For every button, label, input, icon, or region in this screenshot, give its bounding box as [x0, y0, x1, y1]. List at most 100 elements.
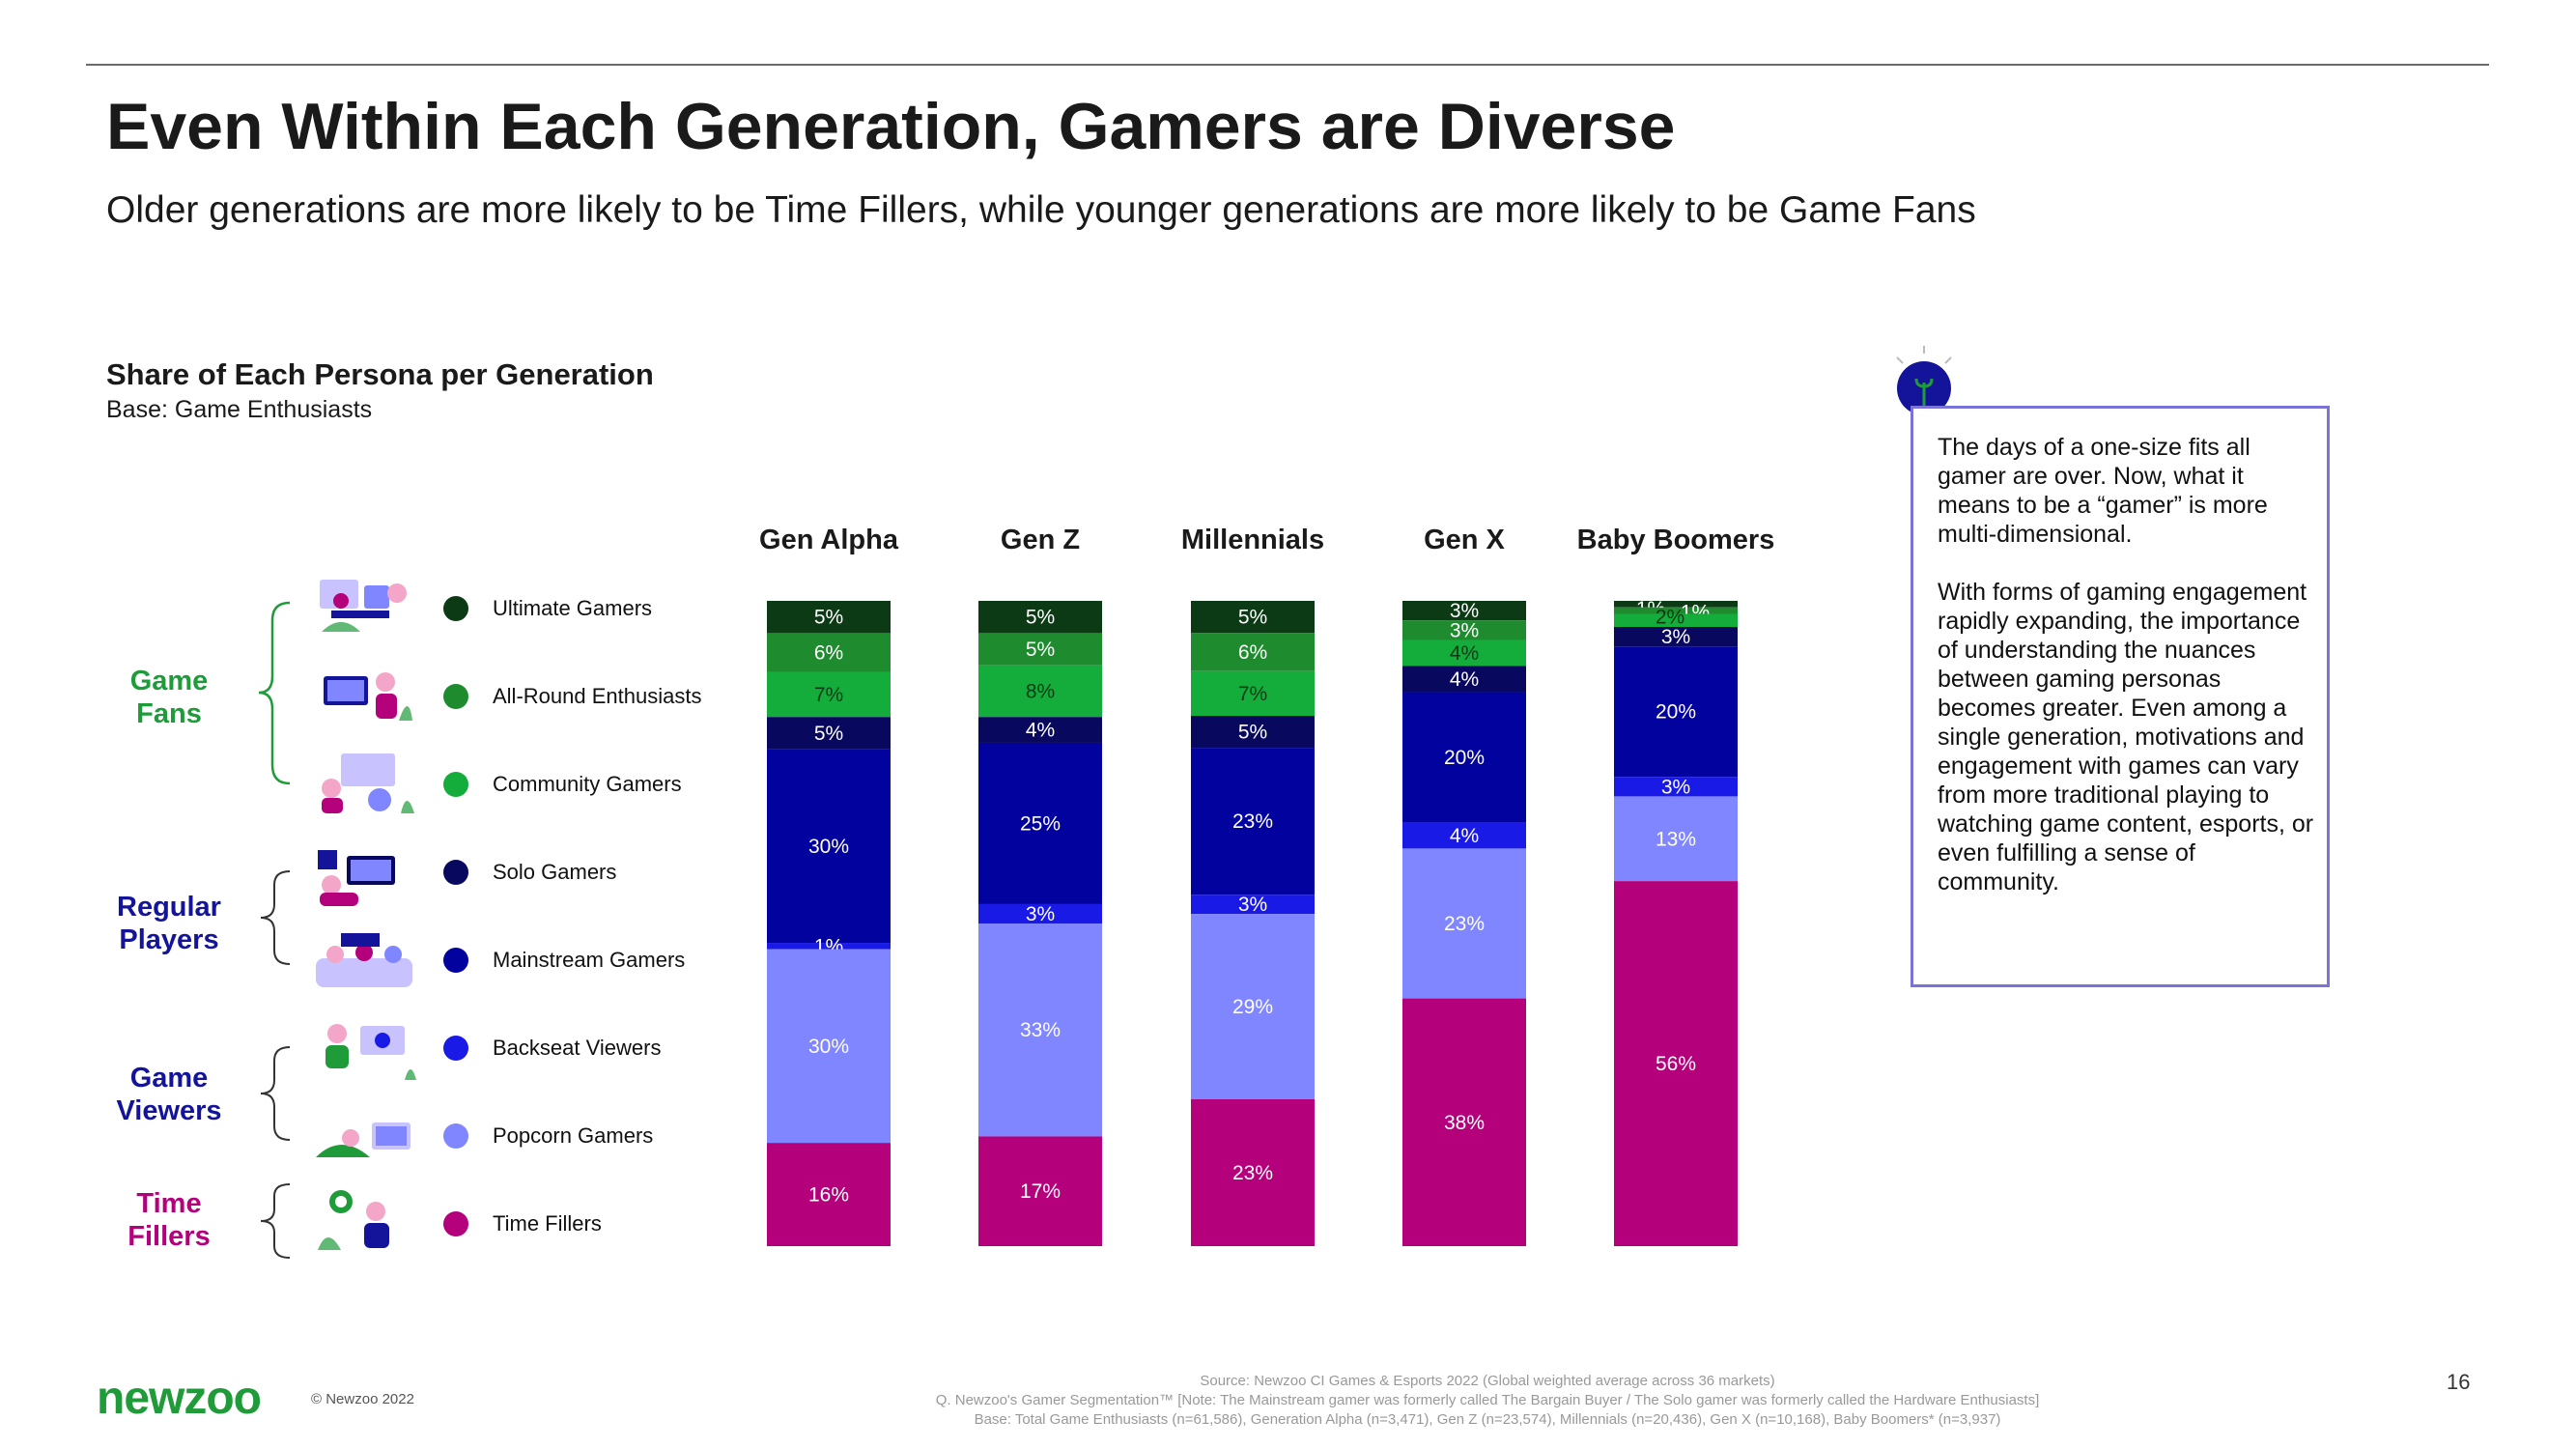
- footnotes: Source: Newzoo CI Games & Esports 2022 (…: [734, 1372, 2241, 1430]
- data-label-gen-z-time-fillers: 17%: [1020, 1180, 1061, 1203]
- bar-gen-x-community-gamers: [1402, 639, 1526, 667]
- regular-players-brace: [260, 870, 291, 965]
- bar-gen-alpha-community-gamers: [767, 671, 891, 718]
- bar-gen-z-time-fillers: [978, 1136, 1102, 1246]
- chart-title: Share of Each Persona per Generation: [106, 357, 654, 391]
- bar-gen-x-time-fillers: [1402, 998, 1526, 1246]
- data-label-gen-alpha-community-gamers: 7%: [814, 684, 843, 706]
- data-label-baby-boomers-mainstream-gamers: 20%: [1656, 701, 1696, 724]
- x-label-gen-x: Gen X: [1424, 525, 1505, 555]
- group-label-game-fans: Game Fans: [129, 666, 209, 729]
- data-label-baby-boomers-solo-gamers: 3%: [1661, 626, 1690, 648]
- page-title: Even Within Each Generation, Gamers are …: [106, 90, 1676, 163]
- legend-dot-ultimate-gamers: [443, 596, 468, 621]
- bar-baby-boomers-community-gamers: [1614, 613, 1738, 627]
- data-label-gen-x-backseat-viewers: 4%: [1450, 825, 1479, 847]
- group-label-regular-players: Regular Players: [117, 892, 221, 955]
- data-label-millennials-community-gamers: 7%: [1238, 683, 1267, 705]
- legend-dot-mainstream-gamers: [443, 948, 468, 973]
- legend-item-backseat-viewers: Backseat Viewers: [443, 1029, 661, 1067]
- bar-millennials-popcorn-gamers: [1191, 914, 1315, 1099]
- bar-gen-alpha-backseat-viewers: [767, 943, 891, 950]
- data-label-gen-alpha-solo-gamers: 5%: [814, 723, 843, 745]
- data-label-baby-boomers-backseat-viewers: 3%: [1661, 776, 1690, 798]
- footnote-source: Source: Newzoo CI Games & Esports 2022 (…: [1200, 1373, 1775, 1389]
- data-label-millennials-mainstream-gamers: 23%: [1232, 810, 1273, 833]
- newzoo-logo: newzoo: [97, 1373, 262, 1424]
- callout-paragraph-1: The days of a one-size fits all gamer ar…: [1938, 434, 2268, 548]
- bar-gen-z-community-gamers: [978, 665, 1102, 718]
- time-fillers-illustration: [318, 1190, 389, 1250]
- chart-base-note: Base: Game Enthusiasts: [106, 396, 373, 423]
- bar-millennials-solo-gamers: [1191, 716, 1315, 749]
- game-viewers-brace: [260, 1046, 291, 1141]
- data-label-gen-alpha-ultimate-gamers: 5%: [814, 607, 843, 629]
- legend-item-mainstream-gamers: Mainstream Gamers: [443, 941, 685, 980]
- bar-millennials-all-round-enthusiasts: [1191, 633, 1315, 671]
- popcorn-gamers-illustration: [316, 1122, 410, 1157]
- bar-gen-alpha-ultimate-gamers: [767, 601, 891, 634]
- page-subtitle: Older generations are more likely to be …: [106, 189, 1976, 231]
- bar-gen-z-ultimate-gamers: [978, 601, 1102, 634]
- bar-gen-z-solo-gamers: [978, 717, 1102, 743]
- data-label-millennials-all-round-enthusiasts: 6%: [1238, 641, 1267, 664]
- callout-paragraph-2: With forms of gaming engagement rapidly …: [1938, 579, 2314, 895]
- bar-gen-alpha-popcorn-gamers: [767, 949, 891, 1144]
- bar-millennials-ultimate-gamers: [1191, 601, 1315, 634]
- data-label-gen-x-mainstream-gamers: 20%: [1444, 747, 1485, 769]
- solo-gamers-illustration: [318, 850, 395, 906]
- data-label-millennials-time-fillers: 23%: [1232, 1162, 1273, 1184]
- legend-item-ultimate-gamers: Ultimate Gamers: [443, 589, 652, 628]
- group-label-game-viewers: Game Viewers: [116, 1063, 222, 1126]
- bar-gen-alpha-time-fillers: [767, 1143, 891, 1246]
- data-label-gen-alpha-popcorn-gamers: 30%: [808, 1036, 849, 1058]
- data-label-gen-x-solo-gamers: 4%: [1450, 668, 1479, 691]
- bar-millennials-mainstream-gamers: [1191, 748, 1315, 895]
- x-label-gen-z: Gen Z: [1001, 525, 1080, 555]
- legend-dot-community-gamers: [443, 772, 468, 797]
- footnote-question: Q. Newzoo's Gamer Segmentation™ [Note: T…: [935, 1392, 2040, 1408]
- top-rule: [86, 64, 2489, 66]
- bar-gen-x-all-round-enthusiasts: [1402, 620, 1526, 640]
- ultimate-gamers-illustration: [320, 580, 407, 632]
- data-label-gen-z-solo-gamers: 4%: [1026, 720, 1055, 742]
- legend-item-solo-gamers: Solo Gamers: [443, 853, 616, 892]
- bar-millennials-backseat-viewers: [1191, 895, 1315, 915]
- bar-baby-boomers-time-fillers: [1614, 881, 1738, 1246]
- bar-gen-x-solo-gamers: [1402, 666, 1526, 693]
- data-label-baby-boomers-community-gamers: 2%: [1656, 606, 1684, 628]
- mainstream-gamers-illustration: [316, 933, 412, 987]
- data-label-millennials-solo-gamers: 5%: [1238, 722, 1267, 744]
- x-label-gen-alpha: Gen Alpha: [759, 525, 899, 555]
- all-round-enthusiasts-illustration: [324, 672, 412, 721]
- data-label-millennials-backseat-viewers: 3%: [1238, 894, 1267, 916]
- data-label-gen-alpha-all-round-enthusiasts: 6%: [814, 641, 843, 664]
- data-label-gen-z-mainstream-gamers: 25%: [1020, 812, 1061, 835]
- data-label-gen-z-all-round-enthusiasts: 5%: [1026, 639, 1055, 661]
- data-label-baby-boomers-popcorn-gamers: 13%: [1656, 828, 1696, 850]
- legend-dot-solo-gamers: [443, 860, 468, 885]
- bar-baby-boomers-ultimate-gamers: [1614, 601, 1738, 608]
- legend-item-popcorn-gamers: Popcorn Gamers: [443, 1117, 653, 1155]
- legend-item-time-fillers: Time Fillers: [443, 1205, 602, 1243]
- bar-baby-boomers-backseat-viewers: [1614, 777, 1738, 797]
- data-label-gen-x-ultimate-gamers: 3%: [1450, 600, 1479, 622]
- data-label-gen-z-ultimate-gamers: 5%: [1026, 607, 1055, 629]
- data-label-gen-alpha-time-fillers: 16%: [808, 1184, 849, 1207]
- bar-gen-z-all-round-enthusiasts: [978, 633, 1102, 666]
- copyright-text: © Newzoo 2022: [311, 1391, 414, 1407]
- bar-gen-z-backseat-viewers: [978, 903, 1102, 923]
- callout-text: The days of a one-size fits all gamer ar…: [1938, 433, 2314, 925]
- bar-gen-x-popcorn-gamers: [1402, 848, 1526, 999]
- bar-gen-z-popcorn-gamers: [978, 923, 1102, 1137]
- game-fans-brace: [258, 601, 291, 785]
- data-label-gen-alpha-mainstream-gamers: 30%: [808, 836, 849, 858]
- bar-gen-alpha-all-round-enthusiasts: [767, 633, 891, 672]
- legend-dot-time-fillers: [443, 1211, 468, 1236]
- data-label-gen-x-all-round-enthusiasts: 3%: [1450, 619, 1479, 641]
- footnote-base: Base: Total Game Enthusiasts (n=61,586),…: [974, 1411, 2001, 1428]
- data-label-gen-z-backseat-viewers: 3%: [1026, 903, 1055, 925]
- bar-gen-z-mainstream-gamers: [978, 742, 1102, 904]
- bar-baby-boomers-popcorn-gamers: [1614, 796, 1738, 882]
